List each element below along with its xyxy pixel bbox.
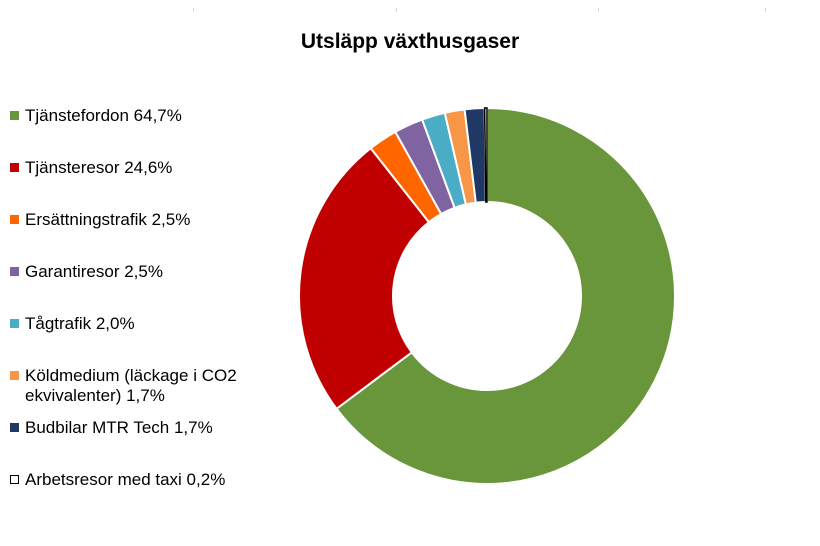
legend-swatch xyxy=(10,111,19,120)
chart-title: Utsläpp växthusgaser xyxy=(300,30,520,53)
legend-item: Arbetsresor med taxi 0,2% xyxy=(10,470,295,490)
legend-label: Ersättningstrafik 2,5% xyxy=(25,210,191,229)
legend-swatch xyxy=(10,163,19,172)
legend-item: Tjänstefordon 64,7% xyxy=(10,106,295,126)
legend-label: Tjänstefordon 64,7% xyxy=(25,106,182,125)
donut-slice xyxy=(335,106,676,485)
legend-item: Garantiresor 2,5% xyxy=(10,262,295,282)
legend-swatch xyxy=(10,215,19,224)
legend-label: Arbetsresor med taxi 0,2% xyxy=(25,470,226,489)
gridline-tick xyxy=(598,8,599,12)
donut-slice xyxy=(483,107,488,203)
legend-label: Budbilar MTR Tech 1,7% xyxy=(25,418,213,437)
gridline-tick xyxy=(765,8,766,12)
donut-slice xyxy=(298,146,431,411)
legend-item: Köldmedium (läckage i CO2 ekvivalenter) … xyxy=(10,366,295,406)
legend-swatch xyxy=(10,475,19,484)
legend-item: Tjänsteresor 24,6% xyxy=(10,158,295,178)
legend-swatch xyxy=(10,371,19,380)
legend-swatch xyxy=(10,319,19,328)
legend-swatch xyxy=(10,267,19,276)
legend-label: Köldmedium (läckage i CO2 ekvivalenter) … xyxy=(25,366,237,405)
legend-item: Tågtrafik 2,0% xyxy=(10,314,295,334)
gridline-tick xyxy=(193,8,194,12)
legend-label: Tjänsteresor 24,6% xyxy=(25,158,173,177)
legend-item: Budbilar MTR Tech 1,7% xyxy=(10,418,295,438)
legend-swatch xyxy=(10,423,19,432)
legend-label: Tågtrafik 2,0% xyxy=(25,314,135,333)
legend-item: Ersättningstrafik 2,5% xyxy=(10,210,295,230)
legend-label: Garantiresor 2,5% xyxy=(25,262,163,281)
gridline-tick xyxy=(396,8,397,12)
